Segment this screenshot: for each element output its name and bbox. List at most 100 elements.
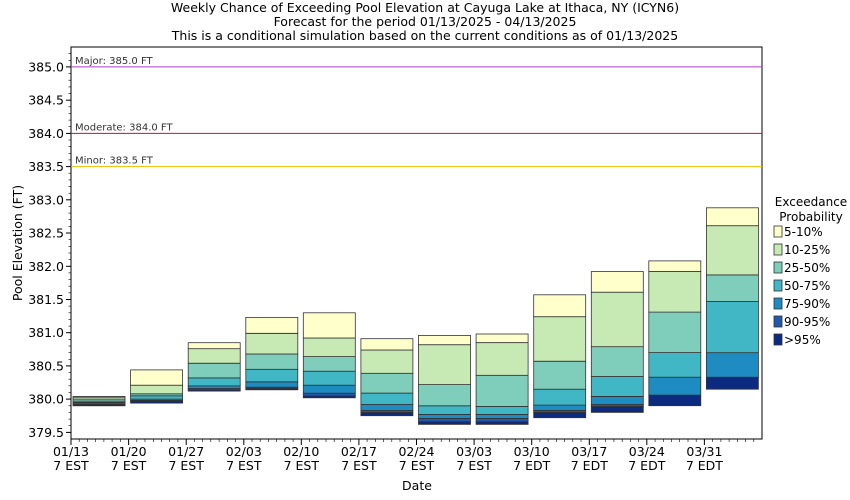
- bar-segment-6-1: [418, 417, 471, 423]
- bar-segment-0-6: [72, 396, 126, 398]
- bar-segment-9-2: [590, 396, 644, 405]
- x-tick-date-2: 01/27: [168, 444, 204, 459]
- x-tick-time-1: 7 EST: [111, 458, 147, 473]
- bar-segment-3-5: [245, 332, 299, 355]
- bar-segment-10-0: [648, 394, 702, 407]
- chart-titles: Weekly Chance of Exceeding Pool Elevatio…: [171, 0, 679, 43]
- x-tick-time-4: 7 EST: [284, 458, 320, 473]
- bar-segment-6-2: [418, 413, 471, 419]
- y-axis-label: Pool Elevation (FT): [10, 185, 25, 301]
- legend-swatch-0: [773, 333, 783, 346]
- bar-segment-7-4: [475, 374, 529, 407]
- bar-segment-6-3: [418, 405, 471, 415]
- x-tick-date-4: 02/10: [283, 444, 319, 459]
- legend-swatch-5: [773, 243, 783, 256]
- bar-group: [72, 207, 759, 425]
- y-tick-label-5: 382.0: [28, 259, 64, 274]
- bar-segment-11-3: [706, 301, 759, 354]
- legend-label-4: 25-50%: [784, 261, 830, 275]
- y-tick-label-3: 381.0: [28, 325, 64, 340]
- x-tick-date-9: 03/17: [571, 444, 607, 459]
- x-tick-date-5: 02/17: [341, 444, 377, 459]
- bar-segment-11-4: [706, 274, 759, 302]
- y-tick-label-4: 381.5: [28, 292, 64, 307]
- y-tick-label-2: 380.5: [28, 358, 64, 373]
- bar-segment-5-2: [360, 404, 414, 411]
- legend-label-2: 75-90%: [784, 297, 830, 311]
- x-tick-time-9: 7 EDT: [571, 458, 608, 473]
- bar-segment-1-5: [130, 384, 184, 395]
- bar-segment-2-3: [187, 377, 241, 387]
- legend-title-0: Exceedance: [775, 195, 847, 209]
- legend-swatch-2: [773, 297, 783, 310]
- bar-segment-4-2: [302, 384, 356, 394]
- x-tick-time-7: 7 EST: [456, 458, 492, 473]
- bar-segment-6-0: [418, 421, 471, 425]
- bar-segment-8-4: [533, 360, 587, 390]
- bar-segment-5-6: [360, 338, 414, 351]
- x-tick-date-1: 01/20: [111, 444, 147, 459]
- x-tick-time-5: 7 EST: [341, 458, 377, 473]
- x-tick-date-7: 03/03: [456, 444, 492, 459]
- x-tick-time-2: 7 EST: [168, 458, 204, 473]
- legend-label-5: 10-25%: [784, 243, 830, 257]
- legend-label-0: >95%: [784, 333, 821, 347]
- bar-segment-11-2: [706, 352, 759, 378]
- bar-segment-11-0: [706, 376, 759, 390]
- bar-segment-10-2: [648, 376, 702, 396]
- legend-swatch-1: [773, 315, 783, 328]
- x-tick-date-8: 03/10: [514, 444, 550, 459]
- bar-segment-5-0: [360, 411, 414, 417]
- x-axis-label: Date: [402, 478, 432, 493]
- bar-segment-6-6: [418, 334, 471, 346]
- bar-segment-6-5: [418, 344, 471, 386]
- bar-segment-4-5: [302, 337, 356, 358]
- y-tick-label-7: 383.0: [28, 192, 64, 207]
- bar-segment-7-1: [475, 417, 529, 423]
- y-tick-label-8: 383.5: [28, 159, 64, 174]
- bar-segment-6-4: [418, 384, 471, 407]
- threshold-label-2: Minor: 383.5 FT: [75, 156, 154, 167]
- x-tick-date-3: 02/03: [226, 444, 262, 459]
- plot-area: [70, 46, 763, 440]
- y-tick-label-0: 379.5: [28, 425, 64, 440]
- bar-segment-3-3: [245, 368, 299, 383]
- bar-segment-9-5: [590, 291, 644, 348]
- bar-segment-7-3: [475, 405, 529, 415]
- bar-segment-8-3: [533, 388, 587, 406]
- bar-segment-7-5: [475, 342, 529, 376]
- x-tick-time-11: 7 EDT: [686, 458, 723, 473]
- legend-title-1: Probability: [779, 210, 842, 224]
- bar-segment-4-3: [302, 370, 356, 386]
- bar-segment-5-5: [360, 349, 414, 374]
- bar-segment-1-6: [130, 369, 184, 386]
- bar-segment-9-4: [590, 346, 644, 377]
- bar-segment-7-0: [475, 421, 529, 425]
- bar-segment-10-5: [648, 271, 702, 313]
- bar-segment-7-2: [475, 413, 529, 419]
- bar-segment-8-2: [533, 404, 587, 411]
- bar-segment-10-4: [648, 311, 702, 354]
- y-tick-label-9: 384.0: [28, 126, 64, 141]
- legend-label-6: 5-10%: [784, 225, 823, 239]
- x-tick-date-6: 02/24: [398, 444, 434, 459]
- bar-segment-5-4: [360, 372, 414, 394]
- threshold-label-0: Major: 385.0 FT: [75, 56, 154, 67]
- bar-segment-11-5: [706, 225, 759, 276]
- bar-segment-5-3: [360, 392, 414, 405]
- bar-segment-3-2: [245, 381, 299, 388]
- bar-segment-2-4: [187, 362, 241, 379]
- y-tick-label-6: 382.5: [28, 226, 64, 241]
- bar-segment-9-0: [590, 405, 644, 413]
- bar-segment-2-5: [187, 348, 241, 364]
- x-tick-time-3: 7 EST: [226, 458, 262, 473]
- bar-segment-8-5: [533, 316, 587, 362]
- bar-segment-3-6: [245, 316, 299, 334]
- chart-subtitle-conditions: This is a conditional simulation based o…: [171, 28, 678, 43]
- legend-swatch-4: [773, 261, 783, 274]
- y-tick-label-11: 385.0: [28, 59, 64, 74]
- x-tick-date-0: 01/13: [53, 444, 89, 459]
- bar-segment-11-6: [706, 207, 759, 227]
